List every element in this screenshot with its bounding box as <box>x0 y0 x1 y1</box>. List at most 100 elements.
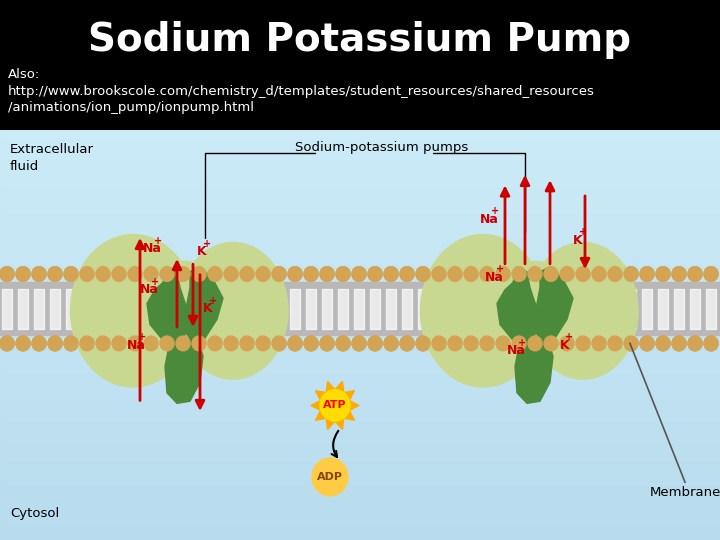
Bar <box>0 457 720 458</box>
Bar <box>0 338 720 339</box>
Bar <box>0 515 720 516</box>
Bar <box>0 245 720 246</box>
Bar <box>0 406 720 407</box>
Bar <box>0 337 720 338</box>
Bar <box>0 170 720 171</box>
Bar <box>0 200 720 201</box>
Bar <box>0 361 720 362</box>
Bar <box>0 254 720 255</box>
Circle shape <box>192 267 206 281</box>
Bar <box>18 289 28 329</box>
Circle shape <box>288 267 302 281</box>
Bar <box>0 498 720 499</box>
Bar <box>0 508 720 509</box>
Bar <box>0 394 720 395</box>
Bar <box>0 327 720 328</box>
Bar <box>0 287 720 288</box>
Bar <box>0 266 720 267</box>
Bar <box>0 358 720 359</box>
Bar <box>162 289 172 329</box>
Bar <box>0 356 720 357</box>
Bar <box>0 502 720 503</box>
Circle shape <box>176 267 190 281</box>
Bar <box>370 289 380 329</box>
Bar <box>0 448 720 449</box>
Circle shape <box>688 336 702 351</box>
Bar <box>0 294 720 295</box>
Circle shape <box>512 267 526 281</box>
Circle shape <box>464 267 478 281</box>
Circle shape <box>432 267 446 281</box>
Bar <box>0 201 720 202</box>
Bar <box>0 376 720 377</box>
Bar <box>0 186 720 187</box>
Circle shape <box>416 336 430 351</box>
Circle shape <box>384 267 398 281</box>
Bar <box>0 229 720 230</box>
Bar <box>0 341 720 342</box>
Circle shape <box>560 267 574 281</box>
Circle shape <box>304 336 318 351</box>
Text: Na: Na <box>143 242 162 255</box>
Bar <box>0 276 720 277</box>
Bar <box>0 392 720 393</box>
Bar <box>610 289 620 329</box>
Bar <box>0 214 720 215</box>
Circle shape <box>496 267 510 281</box>
Bar <box>0 433 720 434</box>
Bar <box>0 299 720 300</box>
Circle shape <box>384 267 398 281</box>
Bar <box>0 348 720 349</box>
Circle shape <box>112 336 126 351</box>
Circle shape <box>48 267 62 281</box>
Bar <box>0 440 720 441</box>
Circle shape <box>624 267 638 281</box>
Bar <box>0 335 720 336</box>
Circle shape <box>48 267 62 281</box>
Bar <box>0 131 720 132</box>
Circle shape <box>256 336 270 351</box>
Bar <box>0 247 720 248</box>
Circle shape <box>128 336 142 351</box>
Circle shape <box>560 336 574 351</box>
Bar <box>0 281 720 282</box>
Bar <box>0 217 720 218</box>
Bar <box>0 343 720 345</box>
Circle shape <box>320 390 350 421</box>
Bar <box>258 289 268 329</box>
Circle shape <box>448 336 462 351</box>
Bar <box>0 272 720 273</box>
Circle shape <box>304 267 318 281</box>
Circle shape <box>16 336 30 351</box>
Bar <box>0 386 720 387</box>
Bar <box>514 289 524 329</box>
Circle shape <box>368 267 382 281</box>
Bar <box>146 289 156 329</box>
Bar <box>578 289 588 329</box>
Bar <box>0 171 720 172</box>
Bar <box>482 289 492 329</box>
Bar <box>690 289 700 329</box>
Bar <box>0 274 720 275</box>
Bar <box>0 496 720 497</box>
Bar <box>0 451 720 453</box>
Text: K: K <box>203 302 212 315</box>
Bar <box>0 409 720 410</box>
Bar <box>0 368 720 369</box>
Bar <box>0 374 720 375</box>
Bar <box>0 289 720 290</box>
Bar <box>0 370 720 371</box>
Bar <box>0 154 720 155</box>
Circle shape <box>240 267 254 281</box>
Ellipse shape <box>143 261 228 367</box>
Bar <box>0 351 720 352</box>
Bar <box>0 364 720 366</box>
Circle shape <box>112 267 126 281</box>
Bar <box>0 149 720 150</box>
Bar <box>0 314 720 315</box>
Bar <box>0 427 720 428</box>
Bar <box>0 380 720 381</box>
Bar <box>0 135 720 136</box>
Circle shape <box>576 336 590 351</box>
Bar <box>0 207 720 208</box>
